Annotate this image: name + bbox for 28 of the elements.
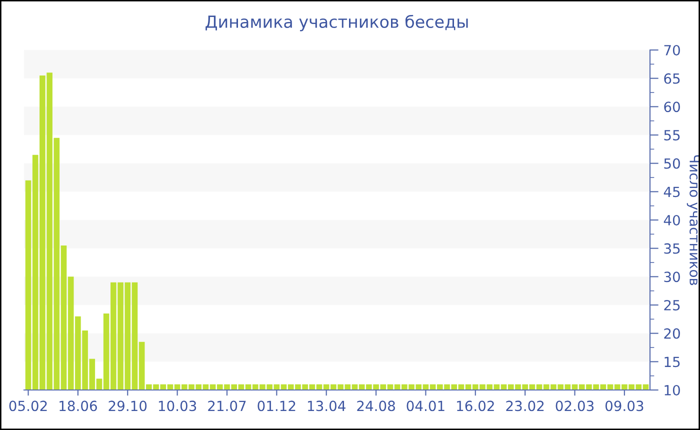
y-tick-label: 25 (664, 300, 680, 310)
x-tick-label: 24.08 (357, 400, 395, 412)
x-tick-label: 13.04 (308, 400, 346, 412)
y-tick-label: 20 (664, 328, 680, 339)
y-tick-label: 55 (664, 130, 680, 140)
x-tick-label: 02.03 (556, 400, 594, 412)
x-tick-label: 01.12 (258, 400, 296, 412)
x-tick-label: 21.07 (208, 400, 246, 412)
y-tick-label: 40 (664, 214, 680, 226)
y-tick-label: 15 (664, 356, 680, 368)
chart-title: Динамика участников беседы (206, 14, 468, 32)
x-tick-label: 10.03 (158, 400, 196, 412)
y-tick-label: 70 (664, 44, 680, 56)
y-tick-label: 45 (664, 186, 680, 198)
x-tick-label: 16.02 (457, 400, 494, 412)
y-tick-label: 50 (664, 158, 680, 169)
y-axis-title: Число участников (686, 155, 700, 286)
x-tick-label: 29.10 (108, 400, 147, 412)
y-tick-label: 30 (664, 272, 680, 282)
x-tick-label: 18.06 (60, 400, 97, 412)
y-tick-label: 10 (664, 384, 680, 396)
y-tick-label: 35 (664, 243, 680, 254)
y-tick-label: 60 (664, 102, 680, 112)
x-tick-label: 23.02 (506, 400, 544, 412)
y-tick-label: 65 (664, 73, 680, 84)
x-tick-label: 04.01 (406, 400, 444, 412)
x-tick-label: 05.02 (9, 400, 47, 412)
x-tick-label: 09.03 (605, 400, 644, 412)
